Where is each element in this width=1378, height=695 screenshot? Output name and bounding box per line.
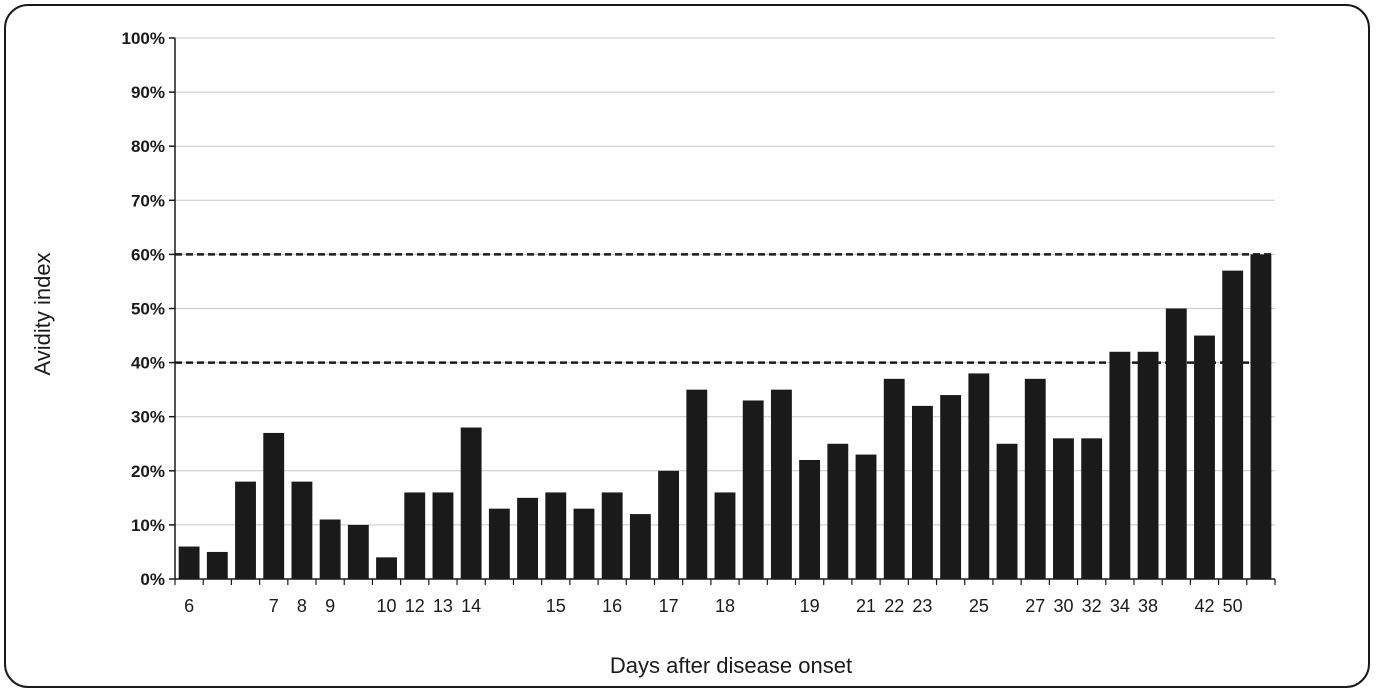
bar-day-23 bbox=[912, 405, 933, 579]
bar-day-8 bbox=[291, 481, 313, 579]
bar-day-15 bbox=[573, 508, 595, 579]
y-tick-label: 70% bbox=[131, 191, 165, 210]
y-tick-label: 80% bbox=[131, 137, 165, 156]
bar-day-14 bbox=[488, 508, 510, 579]
bar-day-16 bbox=[601, 492, 623, 579]
y-tick-label: 60% bbox=[131, 245, 165, 264]
bar-day-32 bbox=[1081, 438, 1103, 579]
y-tick-label: 20% bbox=[131, 462, 165, 481]
x-tick-label-12: 12 bbox=[405, 596, 425, 616]
y-tick-label: 40% bbox=[131, 354, 165, 373]
reference-lines bbox=[175, 253, 1275, 364]
x-tick-label-42: 42 bbox=[1194, 596, 1214, 616]
bar-day-12 bbox=[404, 492, 426, 579]
x-tick-label-15: 15 bbox=[546, 596, 566, 616]
x-tick-label-7: 7 bbox=[269, 596, 279, 616]
bar-day-9 bbox=[347, 524, 369, 579]
bar-day-15 bbox=[545, 492, 567, 579]
x-tick-label-18: 18 bbox=[715, 596, 735, 616]
bar-day-6 bbox=[206, 551, 228, 579]
y-tick-label: 100% bbox=[122, 29, 165, 48]
x-tick-label-50: 50 bbox=[1223, 596, 1243, 616]
x-tick-label-14: 14 bbox=[461, 596, 481, 616]
y-axis-title: Avidity index bbox=[30, 252, 55, 375]
y-tick-label: 10% bbox=[131, 516, 165, 535]
x-axis-tick-marks bbox=[174, 579, 1276, 585]
bar-day-17 bbox=[658, 470, 680, 579]
y-tick-label: 0% bbox=[140, 570, 165, 589]
bar-day-10 bbox=[376, 557, 397, 579]
bar-day-6 bbox=[235, 481, 256, 579]
x-tick-label-25: 25 bbox=[969, 596, 989, 616]
x-axis-title: Days after disease onset bbox=[610, 653, 852, 678]
bar-day-25 bbox=[968, 373, 990, 579]
bar-day-17 bbox=[686, 389, 708, 579]
bar-day-13 bbox=[432, 492, 454, 579]
x-tick-label-19: 19 bbox=[800, 596, 820, 616]
bar-day-38 bbox=[1165, 308, 1187, 579]
x-tick-label-30: 30 bbox=[1053, 596, 1073, 616]
x-tick-label-21: 21 bbox=[856, 596, 876, 616]
x-tick-label-34: 34 bbox=[1110, 596, 1130, 616]
x-tick-label-9: 9 bbox=[325, 596, 335, 616]
bar-day-6 bbox=[178, 546, 200, 579]
bar-day-27 bbox=[1024, 378, 1046, 579]
bars bbox=[178, 254, 1272, 579]
x-tick-label-16: 16 bbox=[602, 596, 622, 616]
bar-day-25 bbox=[996, 443, 1018, 579]
x-tick-label-32: 32 bbox=[1082, 596, 1102, 616]
bar-day-42 bbox=[1194, 335, 1215, 579]
x-tick-label-23: 23 bbox=[912, 596, 932, 616]
x-tick-label-13: 13 bbox=[433, 596, 453, 616]
bar-day-18 bbox=[714, 492, 736, 579]
x-tick-label-8: 8 bbox=[297, 596, 307, 616]
x-axis-tick-labels: 6 7 8 9 10 12 13 14 15 16 17 18 19 21 22 23 25 27 30 32 34 38… bbox=[184, 596, 1243, 616]
y-axis-tick-labels: 0% 10% 20% 30% 40% 50% 60% 70% 80% 90% 100% bbox=[122, 29, 175, 589]
bar-day-21 bbox=[855, 454, 877, 579]
x-tick-label-10: 10 bbox=[377, 596, 397, 616]
bar-day-14 bbox=[460, 427, 482, 579]
y-tick-label: 50% bbox=[131, 300, 165, 319]
bar-day-19 bbox=[799, 459, 821, 579]
bar-day-19 bbox=[827, 443, 849, 579]
bar-day-23 bbox=[940, 395, 962, 579]
bar-day-18 bbox=[742, 400, 764, 579]
bar-day-34 bbox=[1109, 351, 1131, 579]
bar-day-50 bbox=[1222, 270, 1244, 579]
y-tick-label: 30% bbox=[131, 408, 165, 427]
bar-day-14 bbox=[517, 497, 538, 579]
bar-day-9 bbox=[319, 519, 341, 579]
x-tick-label-27: 27 bbox=[1025, 596, 1045, 616]
bar-day-30 bbox=[1053, 438, 1074, 579]
bar-day-22 bbox=[883, 378, 905, 579]
bar-day-16 bbox=[629, 514, 651, 579]
bar-day-7 bbox=[263, 432, 285, 579]
x-tick-label-17: 17 bbox=[659, 596, 679, 616]
x-tick-label-6: 6 bbox=[184, 596, 194, 616]
bar-day-50 bbox=[1250, 254, 1272, 579]
bar-day-38 bbox=[1137, 351, 1159, 579]
x-tick-label-22: 22 bbox=[884, 596, 904, 616]
x-tick-label-38: 38 bbox=[1138, 596, 1158, 616]
y-tick-label: 90% bbox=[131, 83, 165, 102]
bar-day-18 bbox=[770, 389, 792, 579]
